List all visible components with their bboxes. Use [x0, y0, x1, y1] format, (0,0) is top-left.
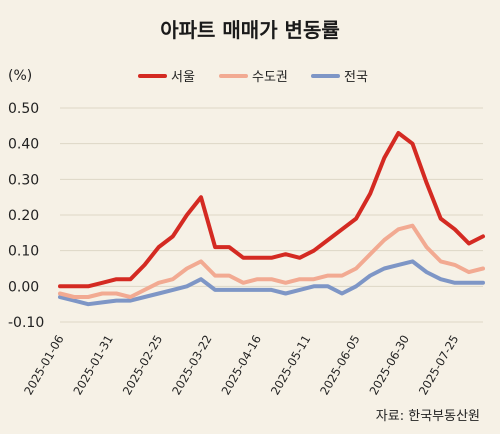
y-tick-label: 0.40	[8, 137, 39, 153]
chart-title: 아파트 매매가 변동률	[160, 18, 340, 42]
y-axis: 0.50 0.40 0.30 0.20 0.10 0.00 -0.10	[8, 101, 44, 331]
legend: 서울 수도권 전국	[138, 70, 368, 85]
series-line-nationwide	[58, 259, 485, 307]
x-tick-label: 2025-03-22	[169, 333, 215, 398]
series-line-capital-area	[58, 223, 485, 299]
x-tick-label: 2025-01-31	[70, 333, 116, 398]
x-tick-label: 2025-07-25	[416, 333, 462, 398]
y-tick-label: 0.00	[8, 279, 39, 295]
x-axis: 2025-01-06 2025-01-31 2025-02-25 2025-03-22…	[21, 333, 461, 398]
legend-label-seoul: 서울	[171, 70, 195, 85]
grid	[60, 107, 483, 323]
series-line-seoul	[58, 131, 485, 289]
y-unit-label: (%)	[8, 68, 32, 84]
x-tick-label: 2025-06-05	[317, 333, 363, 398]
y-tick-label: -0.10	[8, 315, 44, 331]
y-tick-label: 0.50	[8, 101, 39, 117]
source-note: 자료: 한국부동산원	[376, 409, 480, 424]
y-tick-label: 0.20	[8, 208, 39, 224]
plot-area	[58, 131, 485, 307]
x-tick-label: 2025-02-25	[120, 333, 166, 398]
legend-label-nationwide: 전국	[344, 70, 368, 85]
x-tick-label: 2025-04-16	[218, 333, 264, 398]
x-tick-label: 2025-05-11	[268, 333, 314, 398]
legend-label-capital-area: 수도권	[252, 70, 288, 85]
y-tick-label: 0.30	[8, 172, 39, 188]
y-tick-label: 0.10	[8, 244, 39, 260]
x-tick-label: 2025-01-06	[21, 333, 67, 398]
x-tick-label: 2025-06-30	[367, 333, 413, 398]
